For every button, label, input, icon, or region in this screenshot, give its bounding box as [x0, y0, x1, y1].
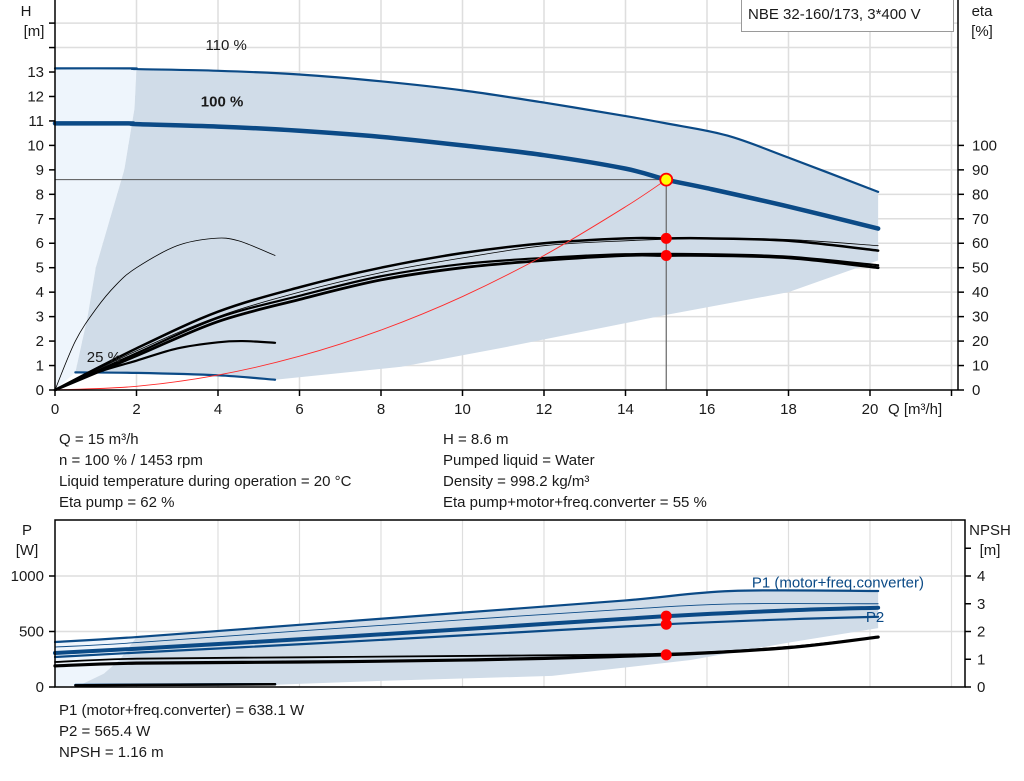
operating-marker — [660, 610, 672, 622]
curve-h100 — [52, 121, 881, 231]
p-tick-label: 0 — [36, 679, 44, 696]
h-tick-label: 1 — [36, 358, 44, 375]
info-density: Density = 998.2 kg/m³ — [443, 473, 590, 490]
curve-eta-total — [53, 253, 880, 392]
npsh-tick-label: 2 — [977, 624, 985, 641]
curve-p2-100 — [53, 615, 880, 659]
curve-system — [54, 179, 667, 391]
h-tick-label: 3 — [36, 309, 44, 326]
p-tick-label: 1000 — [11, 568, 44, 585]
info-p1: P1 (motor+freq.converter) = 638.1 W — [59, 702, 305, 719]
h-tick-label: 7 — [36, 211, 44, 228]
info-eta-pump: Eta pump = 62 % — [59, 494, 175, 511]
info-left: Q = 15 m³/h n = 100 % / 1453 rpm Liquid … — [59, 429, 351, 513]
h-tick-label: 4 — [36, 284, 44, 301]
curve-eta-pump-thin — [54, 237, 879, 391]
info-temperature: Liquid temperature during operation = 20… — [59, 473, 352, 490]
h-axis-unit: [m] — [24, 23, 45, 40]
speed-label: 100 % — [201, 93, 244, 110]
head-efficiency-plot: 110 %100 %25 %01234567891011121301020304… — [27, 0, 997, 418]
q-tick-label: 18 — [780, 401, 797, 418]
h-tick-label: 9 — [36, 162, 44, 179]
curve-h110 — [53, 67, 880, 193]
p-tick-label: 500 — [19, 624, 44, 641]
info-liquid: Pumped liquid = Water — [443, 452, 595, 469]
series-label: P2 — [866, 609, 884, 626]
p-axis-unit: [W] — [16, 542, 39, 559]
h-tick-label: 12 — [27, 88, 44, 105]
h-tick-label: 11 — [28, 113, 44, 130]
info-flow: Q = 15 m³/h — [59, 431, 139, 448]
operating-range-light — [55, 68, 137, 390]
pump-model-title: NBE 32-160/173, 3*400 V — [741, 0, 954, 32]
curve-eta-pump-25 — [54, 237, 276, 391]
operating-range — [75, 69, 879, 380]
info-npsh: NPSH = 1.16 m — [59, 744, 164, 761]
operating-marker — [660, 649, 672, 661]
curve-eta-total-b — [53, 252, 880, 392]
h-tick-label: 6 — [36, 235, 44, 252]
q-tick-label: 20 — [862, 401, 879, 418]
info-bottom: P1 (motor+freq.converter) = 638.1 W P2 =… — [59, 700, 304, 763]
eta-tick-label: 100 — [972, 137, 997, 154]
speed-label: 25 % — [87, 349, 121, 366]
npsh-tick-label: 0 — [977, 679, 985, 696]
info-eta-total: Eta pump+motor+freq.converter = 55 % — [443, 494, 707, 511]
q-tick-label: 2 — [132, 401, 140, 418]
efficiency-marker — [660, 232, 672, 244]
curve-eta-total-25 — [53, 339, 277, 392]
q-tick-label: 16 — [699, 401, 716, 418]
eta-tick-label: 40 — [972, 284, 989, 301]
eta-tick-label: 0 — [972, 382, 980, 399]
eta-tick-label: 80 — [972, 186, 989, 203]
eta-tick-label: 90 — [972, 162, 989, 179]
eta-axis-unit: [%] — [971, 23, 993, 40]
eta-tick-label: 50 — [972, 260, 989, 277]
q-tick-label: 4 — [214, 401, 222, 418]
eta-tick-label: 60 — [972, 235, 989, 252]
curve-npsh-b — [53, 635, 880, 668]
eta-axis-title: eta — [972, 3, 994, 20]
curve-h25 — [74, 371, 277, 381]
h-tick-label: 13 — [27, 64, 44, 81]
npsh-tick-label: 3 — [977, 596, 985, 613]
h-tick-label: 5 — [36, 260, 44, 277]
eta-tick-label: 70 — [972, 211, 989, 228]
q-axis-title: Q [m³/h] — [888, 401, 942, 418]
eta-tick-label: 30 — [972, 309, 989, 326]
h-tick-label: 2 — [36, 333, 44, 350]
curve-npsh-25 — [74, 682, 277, 687]
info-head: H = 8.6 m — [443, 431, 509, 448]
info-right: H = 8.6 m Pumped liquid = Water Density … — [443, 429, 707, 513]
h-axis-title: H — [21, 3, 32, 20]
eta-tick-label: 20 — [972, 333, 989, 350]
q-tick-label: 12 — [536, 401, 553, 418]
efficiency-marker — [660, 249, 672, 261]
npsh-tick-label: 1 — [977, 651, 985, 668]
curve-p1-110 — [53, 589, 880, 644]
q-tick-label: 6 — [295, 401, 303, 418]
q-tick-label: 0 — [51, 401, 59, 418]
eta-tick-label: 10 — [972, 358, 989, 375]
info-p2: P2 = 565.4 W — [59, 723, 151, 740]
npsh-axis-unit: [m] — [980, 542, 1001, 559]
p-axis-title: P — [22, 522, 32, 539]
npsh-tick-label: 4 — [977, 568, 985, 585]
curve-p2-110 — [54, 603, 879, 648]
q-tick-label: 8 — [377, 401, 385, 418]
h-tick-label: 8 — [36, 186, 44, 203]
series-label: P1 (motor+freq.converter) — [752, 575, 924, 592]
q-tick-label: 14 — [617, 401, 634, 418]
curve-p1-100 — [53, 605, 881, 656]
power-npsh-plot: P1 (motor+freq.converter) P2 0 500 1000 0 1 2 3 4 — [11, 519, 985, 696]
operating-marker — [660, 618, 672, 630]
h-tick-label: 10 — [27, 137, 44, 154]
speed-label: 110 % — [205, 37, 246, 54]
duty-point-marker — [659, 172, 674, 187]
npsh-axis-title: NPSH — [969, 522, 1011, 539]
info-speed: n = 100 % / 1453 rpm — [59, 452, 203, 469]
q-tick-label: 10 — [454, 401, 471, 418]
h-tick-label: 0 — [36, 382, 44, 399]
